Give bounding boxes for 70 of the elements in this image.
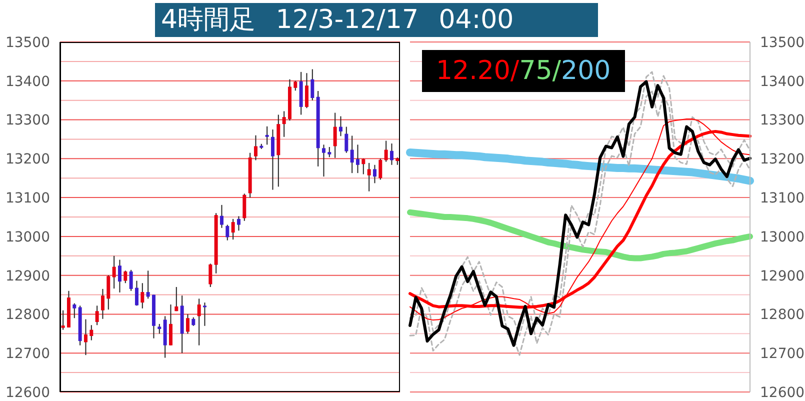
candlestick bbox=[168, 304, 172, 346]
candlestick bbox=[202, 302, 206, 326]
candlestick bbox=[367, 162, 371, 192]
y-tick-label: 13500 bbox=[760, 34, 805, 51]
candlestick bbox=[350, 135, 354, 174]
candlestick bbox=[118, 259, 122, 293]
y-tick-label: 12800 bbox=[760, 307, 805, 324]
candlestick bbox=[356, 144, 360, 174]
candlestick bbox=[294, 80, 298, 92]
y-tick-label: 12900 bbox=[5, 268, 50, 284]
candlestick bbox=[362, 158, 366, 175]
candlestick bbox=[72, 302, 76, 319]
candlestick bbox=[390, 143, 394, 166]
y-tick-label: 13100 bbox=[760, 190, 805, 207]
candlestick bbox=[328, 146, 332, 158]
candlestick bbox=[270, 129, 274, 190]
candlestick bbox=[158, 323, 162, 334]
candlestick bbox=[242, 193, 246, 222]
candlestick bbox=[226, 224, 230, 241]
candlestick bbox=[95, 305, 99, 326]
candlestick bbox=[124, 270, 128, 284]
y-tick-label: 13300 bbox=[760, 112, 805, 129]
text: 200 bbox=[561, 56, 611, 86]
y-tick-label: 13100 bbox=[5, 190, 50, 207]
candlestick bbox=[100, 288, 104, 320]
y-tick-label: 12600 bbox=[760, 384, 805, 401]
y-tick-label: 13000 bbox=[760, 229, 805, 246]
candlestick bbox=[282, 110, 286, 138]
candlestick bbox=[197, 298, 201, 346]
candlestick bbox=[106, 274, 110, 310]
y-tick-label: 13300 bbox=[5, 112, 50, 129]
candlestick bbox=[344, 126, 348, 154]
y-tick-label: 13000 bbox=[5, 229, 50, 246]
candlestick bbox=[338, 116, 342, 137]
text: 12.20/ bbox=[436, 56, 520, 86]
candlestick bbox=[186, 314, 190, 334]
candlestick bbox=[231, 218, 235, 240]
candlestick bbox=[134, 280, 138, 306]
y-tick-label: 13400 bbox=[760, 74, 805, 90]
candlestick bbox=[378, 158, 382, 180]
candlestick bbox=[265, 126, 269, 146]
candlestick bbox=[236, 216, 240, 232]
candlestick bbox=[254, 134, 258, 161]
candlestick bbox=[333, 112, 337, 158]
candlestick bbox=[220, 204, 224, 228]
candlestick bbox=[174, 286, 178, 312]
candlestick bbox=[146, 270, 150, 300]
y-tick-label: 12700 bbox=[760, 346, 805, 362]
candlestick bbox=[61, 310, 65, 330]
candlestick bbox=[90, 324, 94, 341]
candlestick bbox=[310, 68, 314, 101]
y-tick-label: 13400 bbox=[5, 74, 50, 90]
candlestick bbox=[304, 72, 308, 109]
y-tick-label: 12900 bbox=[760, 268, 805, 284]
y-tick-label: 12600 bbox=[5, 384, 50, 401]
candlestick bbox=[372, 164, 376, 184]
y-tick-label: 13200 bbox=[5, 152, 50, 168]
candlestick bbox=[384, 140, 388, 162]
candlestick bbox=[84, 318, 88, 356]
chart-title: 4時間足 12/3-12/17 04:00 bbox=[155, 3, 598, 37]
candlestick bbox=[140, 282, 144, 309]
y-tick-label: 12800 bbox=[5, 307, 50, 324]
y-tick-label: 13500 bbox=[5, 34, 50, 51]
candlestick bbox=[322, 144, 326, 178]
y-tick-label: 12700 bbox=[5, 346, 50, 362]
text: 75/ bbox=[519, 56, 562, 86]
candlestick bbox=[129, 269, 133, 292]
y-tick-label: 13200 bbox=[760, 152, 805, 168]
candlestick bbox=[112, 255, 116, 290]
candlestick bbox=[208, 263, 212, 288]
